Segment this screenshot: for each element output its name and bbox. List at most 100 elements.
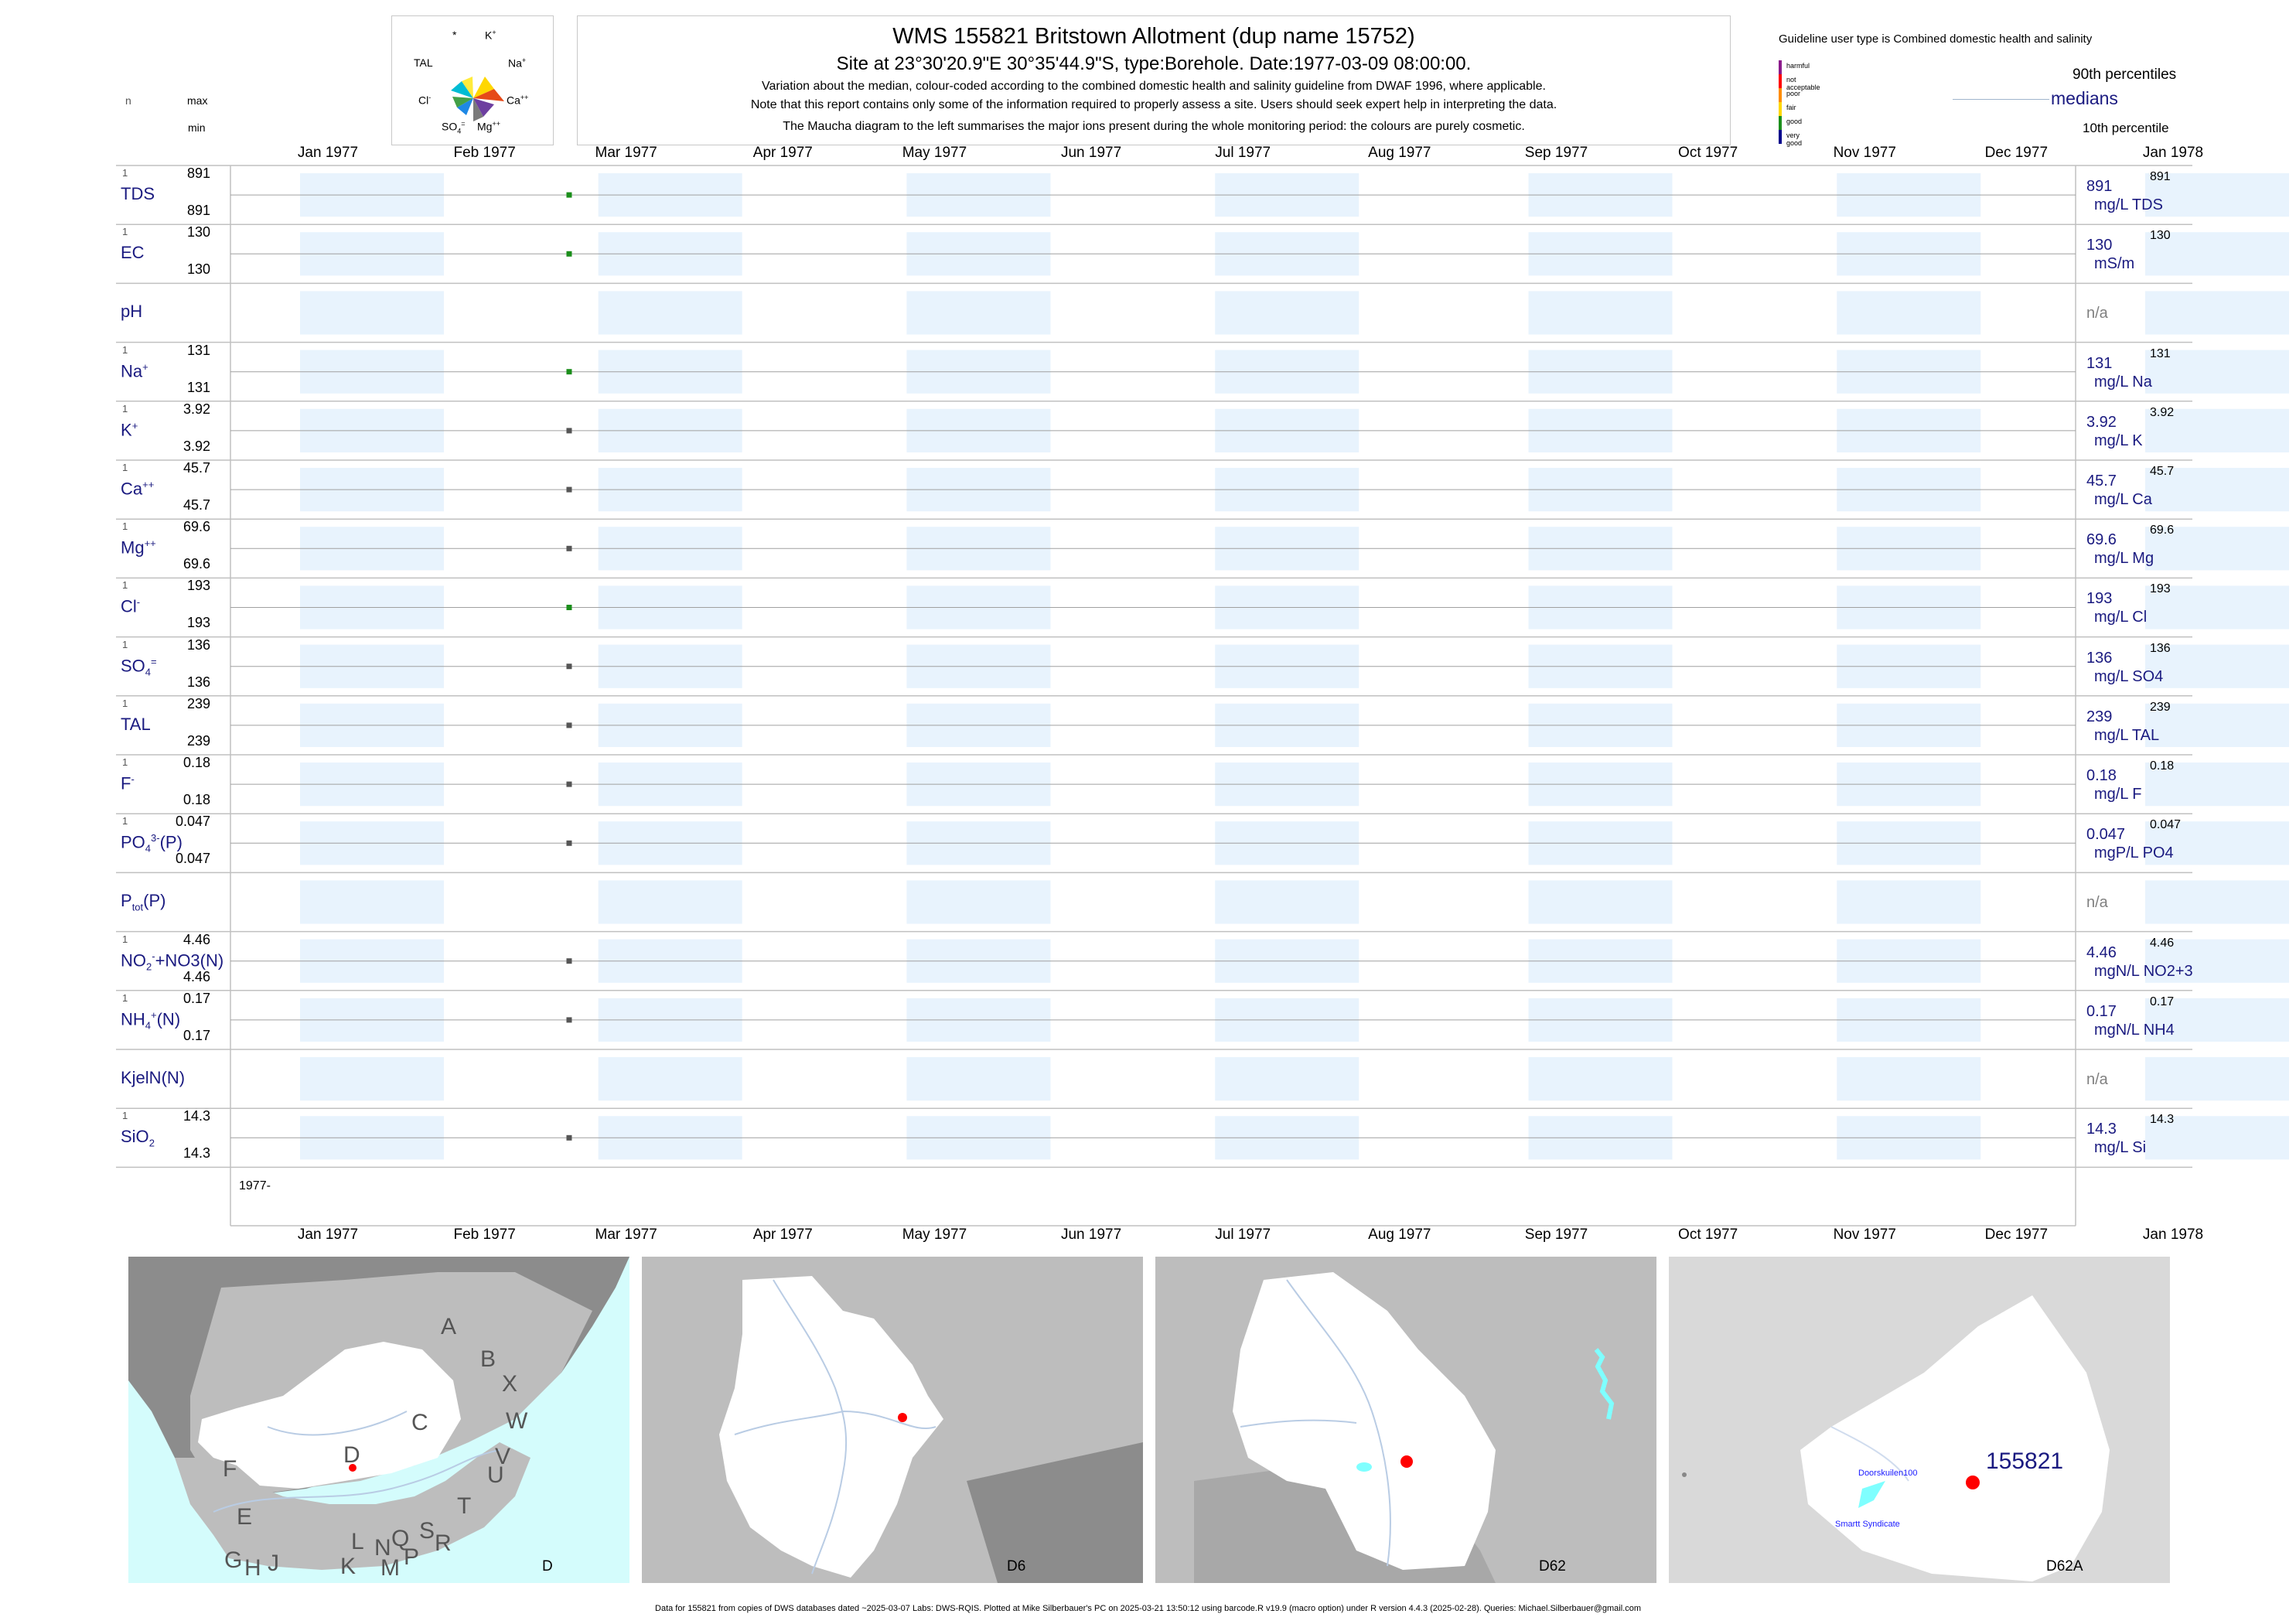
month-band (2145, 939, 2289, 983)
region-label-c: C (411, 1410, 428, 1435)
data-point-nh4n (566, 1017, 572, 1023)
month-band (2145, 998, 2289, 1042)
data-point-so4 (566, 664, 572, 670)
month-band (2145, 585, 2289, 629)
col-header-min: min (188, 121, 206, 134)
row-unit-9: mg/L TAL (2094, 726, 2160, 744)
site-id-label: 155821 (1986, 1448, 2064, 1474)
row-median-7: 193 (2086, 590, 2113, 608)
maucha-label-mg: Mg++ (477, 120, 500, 133)
row-min-4: 3.92 (183, 438, 210, 454)
row-max-5: 45.7 (183, 460, 210, 476)
map-southern-africa-svg (128, 1257, 629, 1570)
region-label-g: G (224, 1547, 243, 1573)
guideline-level-4: good (1786, 118, 1803, 125)
row-max-3: 131 (186, 342, 210, 358)
row-median-6: 69.6 (2086, 531, 2117, 549)
region-label-x: X (502, 1371, 518, 1397)
row-median-9: 239 (2086, 708, 2113, 725)
row-p90-9: 239 (2150, 700, 2171, 714)
month-tick-bottom: Apr 1977 (752, 1227, 813, 1243)
guideline-level-1: not acceptable (1786, 76, 1820, 91)
data-point-ca (566, 486, 572, 493)
month-band (1528, 880, 1673, 924)
row-na-2: n/a (2086, 305, 2108, 322)
maucha-wedge-so4 (457, 98, 473, 115)
month-tick-top: Jul 1977 (1215, 145, 1271, 161)
maucha-diagram (451, 77, 504, 121)
row-n-6: 1 (122, 520, 128, 533)
month-band (2145, 291, 2289, 335)
data-point-f (566, 781, 572, 787)
p90-label: 90th percentiles (2073, 67, 2177, 83)
maucha-label-star: * (452, 29, 457, 41)
row-unit-16: mg/L Si (2094, 1139, 2147, 1157)
month-tick-top: Jan 1977 (297, 145, 359, 161)
row-min-9: 239 (186, 732, 210, 749)
map-label-d62: D62 (1539, 1558, 1566, 1575)
guideline-swatch-0 (1779, 60, 1782, 74)
guideline-swatch-2 (1779, 88, 1782, 102)
row-min-14: 0.17 (183, 1027, 210, 1043)
row-median-1: 130 (2086, 237, 2113, 254)
month-band (300, 880, 444, 924)
month-band (1215, 291, 1360, 335)
month-band (1837, 880, 1981, 924)
row-p90-13: 4.46 (2150, 936, 2175, 950)
row-label-2: pH (121, 302, 143, 322)
map-d62-svg (1194, 1272, 1615, 1583)
row-label-1: EC (121, 243, 145, 263)
row-p90-0: 891 (2150, 170, 2171, 183)
maucha-wedge-mg (473, 98, 483, 121)
site-marker-d62a (1966, 1476, 1980, 1489)
month-tick-top: Mar 1977 (595, 145, 657, 161)
row-p90-5: 45.7 (2150, 465, 2175, 478)
col-header-max: max (187, 94, 208, 107)
row-n-13: 1 (122, 933, 128, 945)
map-d62a-svg (1682, 1295, 2110, 1581)
month-band (2145, 1057, 2289, 1101)
row-unit-0: mg/L TDS (2094, 196, 2163, 213)
month-band (1837, 291, 1981, 335)
row-max-8: 136 (186, 636, 210, 653)
row-median-3: 131 (2086, 354, 2113, 372)
region-label-t: T (457, 1493, 472, 1519)
row-min-5: 45.7 (183, 497, 210, 513)
guideline-legend: Guideline user type is Combined domestic… (1779, 15, 2289, 147)
data-point-tal (566, 722, 572, 728)
month-tick-bottom: Jul 1977 (1215, 1227, 1271, 1243)
month-band (2145, 173, 2289, 217)
row-label-13: NO2-+NO3(N) (121, 950, 224, 973)
month-band (906, 291, 1051, 335)
month-band (598, 880, 742, 924)
month-tick-bottom: Mar 1977 (595, 1227, 657, 1243)
month-band (2145, 821, 2289, 865)
row-label-14: NH4+(N) (121, 1008, 181, 1032)
data-point-tds (566, 192, 572, 198)
row-label-9: TAL (121, 714, 151, 734)
row-unit-1: mS/m (2094, 255, 2135, 273)
site-marker-sa (349, 1464, 357, 1472)
month-band (2145, 408, 2289, 452)
map-d62: D62 (1155, 1257, 1656, 1583)
row-unit-10: mg/L F (2094, 786, 2142, 803)
row-p90-7: 193 (2150, 582, 2171, 596)
nearby-label-smartt: Smartt Syndicate (1835, 1520, 1900, 1529)
row-max-10: 0.18 (183, 755, 210, 770)
row-n-3: 1 (122, 343, 128, 356)
row-min-3: 131 (186, 379, 210, 395)
row-na-12: n/a (2086, 894, 2108, 912)
guideline-level-3: fair (1786, 104, 1796, 111)
note-line-1: Variation about the median, colour-coded… (762, 80, 1546, 93)
month-band (906, 880, 1051, 924)
row-n-16: 1 (122, 1110, 128, 1122)
map-d6-svg (719, 1276, 1143, 1583)
data-point-k (566, 428, 572, 434)
row-max-9: 239 (186, 695, 210, 711)
row-unit-3: mg/L Na (2094, 373, 2152, 391)
month-tick-top: Dec 1977 (1984, 145, 2049, 161)
row-unit-7: mg/L Cl (2094, 609, 2148, 626)
row-median-10: 0.18 (2086, 767, 2117, 784)
guideline-swatch-1 (1779, 74, 1782, 88)
month-band (1528, 291, 1673, 335)
